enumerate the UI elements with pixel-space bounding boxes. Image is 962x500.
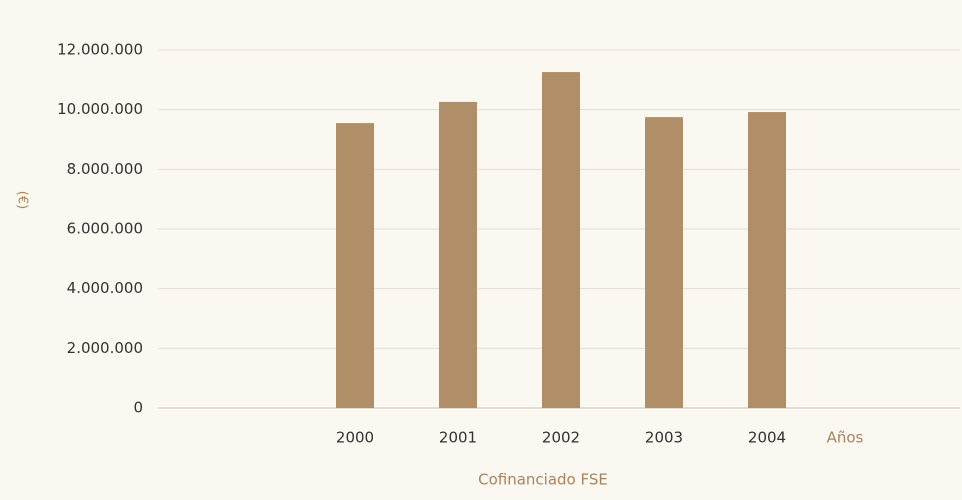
x-tick-label: 2003 bbox=[645, 429, 683, 447]
y-axis-label: (€) bbox=[15, 191, 30, 209]
y-tick-label: 0 bbox=[133, 399, 143, 417]
y-tick-label: 4.000.000 bbox=[67, 279, 143, 297]
x-tick-label: 2001 bbox=[439, 429, 477, 447]
y-tick-label: 6.000.000 bbox=[67, 220, 143, 238]
bar bbox=[748, 112, 786, 408]
x-tick-label: 2002 bbox=[542, 429, 580, 447]
x-unit-label: Años bbox=[827, 429, 864, 447]
y-tick-label: 10.000.000 bbox=[57, 100, 143, 118]
bar bbox=[645, 117, 683, 408]
bar bbox=[542, 72, 580, 409]
x-axis-label: Cofinanciado FSE bbox=[478, 471, 608, 489]
y-tick-label: 2.000.000 bbox=[67, 339, 143, 357]
y-tick-label: 12.000.000 bbox=[57, 41, 143, 59]
bar bbox=[439, 101, 477, 408]
x-tick-label: 2000 bbox=[336, 429, 374, 447]
y-tick-label: 8.000.000 bbox=[67, 160, 143, 178]
x-tick-label: 2004 bbox=[748, 429, 786, 447]
bar bbox=[336, 123, 374, 408]
